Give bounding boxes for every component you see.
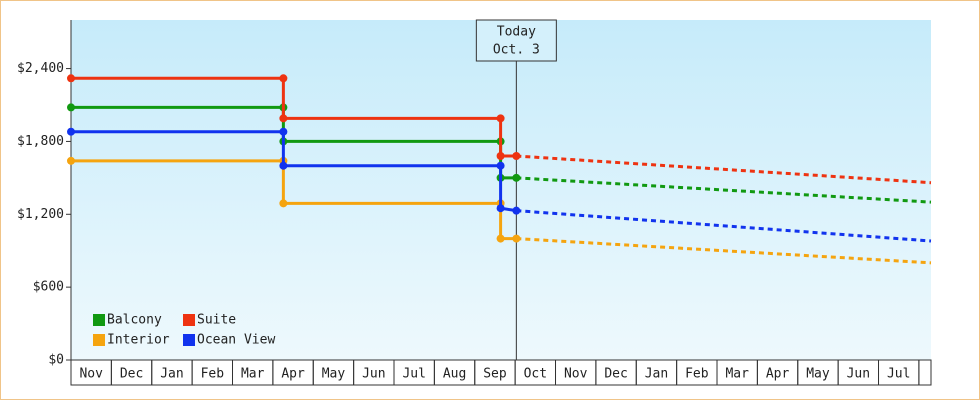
- legend-swatch: [183, 314, 195, 326]
- today-label: Today: [497, 25, 536, 40]
- x-tick-label: Nov: [564, 367, 588, 382]
- y-tick-label: $600: [33, 280, 64, 295]
- legend-label: Interior: [107, 333, 170, 348]
- point: [279, 199, 288, 208]
- point: [67, 103, 75, 112]
- point: [67, 127, 75, 136]
- legend-swatch: [183, 334, 195, 346]
- month-cell: [918, 359, 932, 386]
- x-tick-label: Jul: [402, 367, 425, 382]
- legend-swatch: [93, 334, 105, 346]
- y-tick-label: $1,200: [17, 207, 64, 222]
- y-tick-label: $1,800: [17, 134, 64, 149]
- x-tick-label: Dec: [120, 367, 143, 382]
- legend-swatch: [93, 314, 105, 326]
- point: [496, 152, 505, 160]
- point: [67, 156, 75, 165]
- x-tick-label: Mar: [725, 367, 749, 382]
- forecast-line: [516, 176, 932, 204]
- point: [496, 114, 505, 123]
- point: [279, 114, 288, 123]
- legend-label: Balcony: [107, 313, 162, 328]
- x-tick-label: May: [322, 367, 346, 382]
- point: [512, 152, 521, 160]
- x-tick-label: May: [806, 367, 830, 382]
- point: [512, 234, 521, 243]
- legend-label: Ocean View: [197, 333, 275, 348]
- y-tick-label: $2,400: [17, 61, 64, 76]
- x-tick-label: Jun: [847, 367, 870, 382]
- x-tick-label: Mar: [241, 367, 265, 382]
- x-tick-label: Dec: [604, 367, 627, 382]
- x-tick-label: Jan: [645, 367, 668, 382]
- point: [279, 127, 288, 136]
- point: [279, 161, 288, 170]
- x-tick-label: Sep: [483, 367, 507, 382]
- forecast-line: [516, 237, 932, 265]
- legend-label: Suite: [197, 313, 236, 328]
- point: [67, 74, 75, 83]
- x-tick-label: Feb: [685, 367, 709, 382]
- point: [512, 173, 521, 182]
- x-tick-label: Aug: [443, 367, 466, 382]
- forecast-line: [516, 209, 932, 243]
- x-tick-label: Apr: [281, 367, 305, 382]
- point: [512, 206, 521, 215]
- x-tick-label: Jun: [362, 367, 385, 382]
- y-tick-label: $0: [48, 353, 64, 368]
- x-tick-label: Jul: [887, 367, 910, 382]
- x-tick-label: Oct: [524, 367, 547, 382]
- x-tick-label: Apr: [766, 367, 790, 382]
- today-label: Oct. 3: [493, 43, 540, 58]
- point: [496, 161, 505, 170]
- x-tick-label: Nov: [79, 367, 103, 382]
- x-tick-label: Jan: [160, 367, 183, 382]
- today-box: [475, 19, 557, 62]
- forecast-line: [516, 154, 932, 185]
- point: [496, 204, 505, 213]
- point: [496, 234, 505, 243]
- point: [279, 74, 288, 83]
- x-tick-label: Feb: [201, 367, 225, 382]
